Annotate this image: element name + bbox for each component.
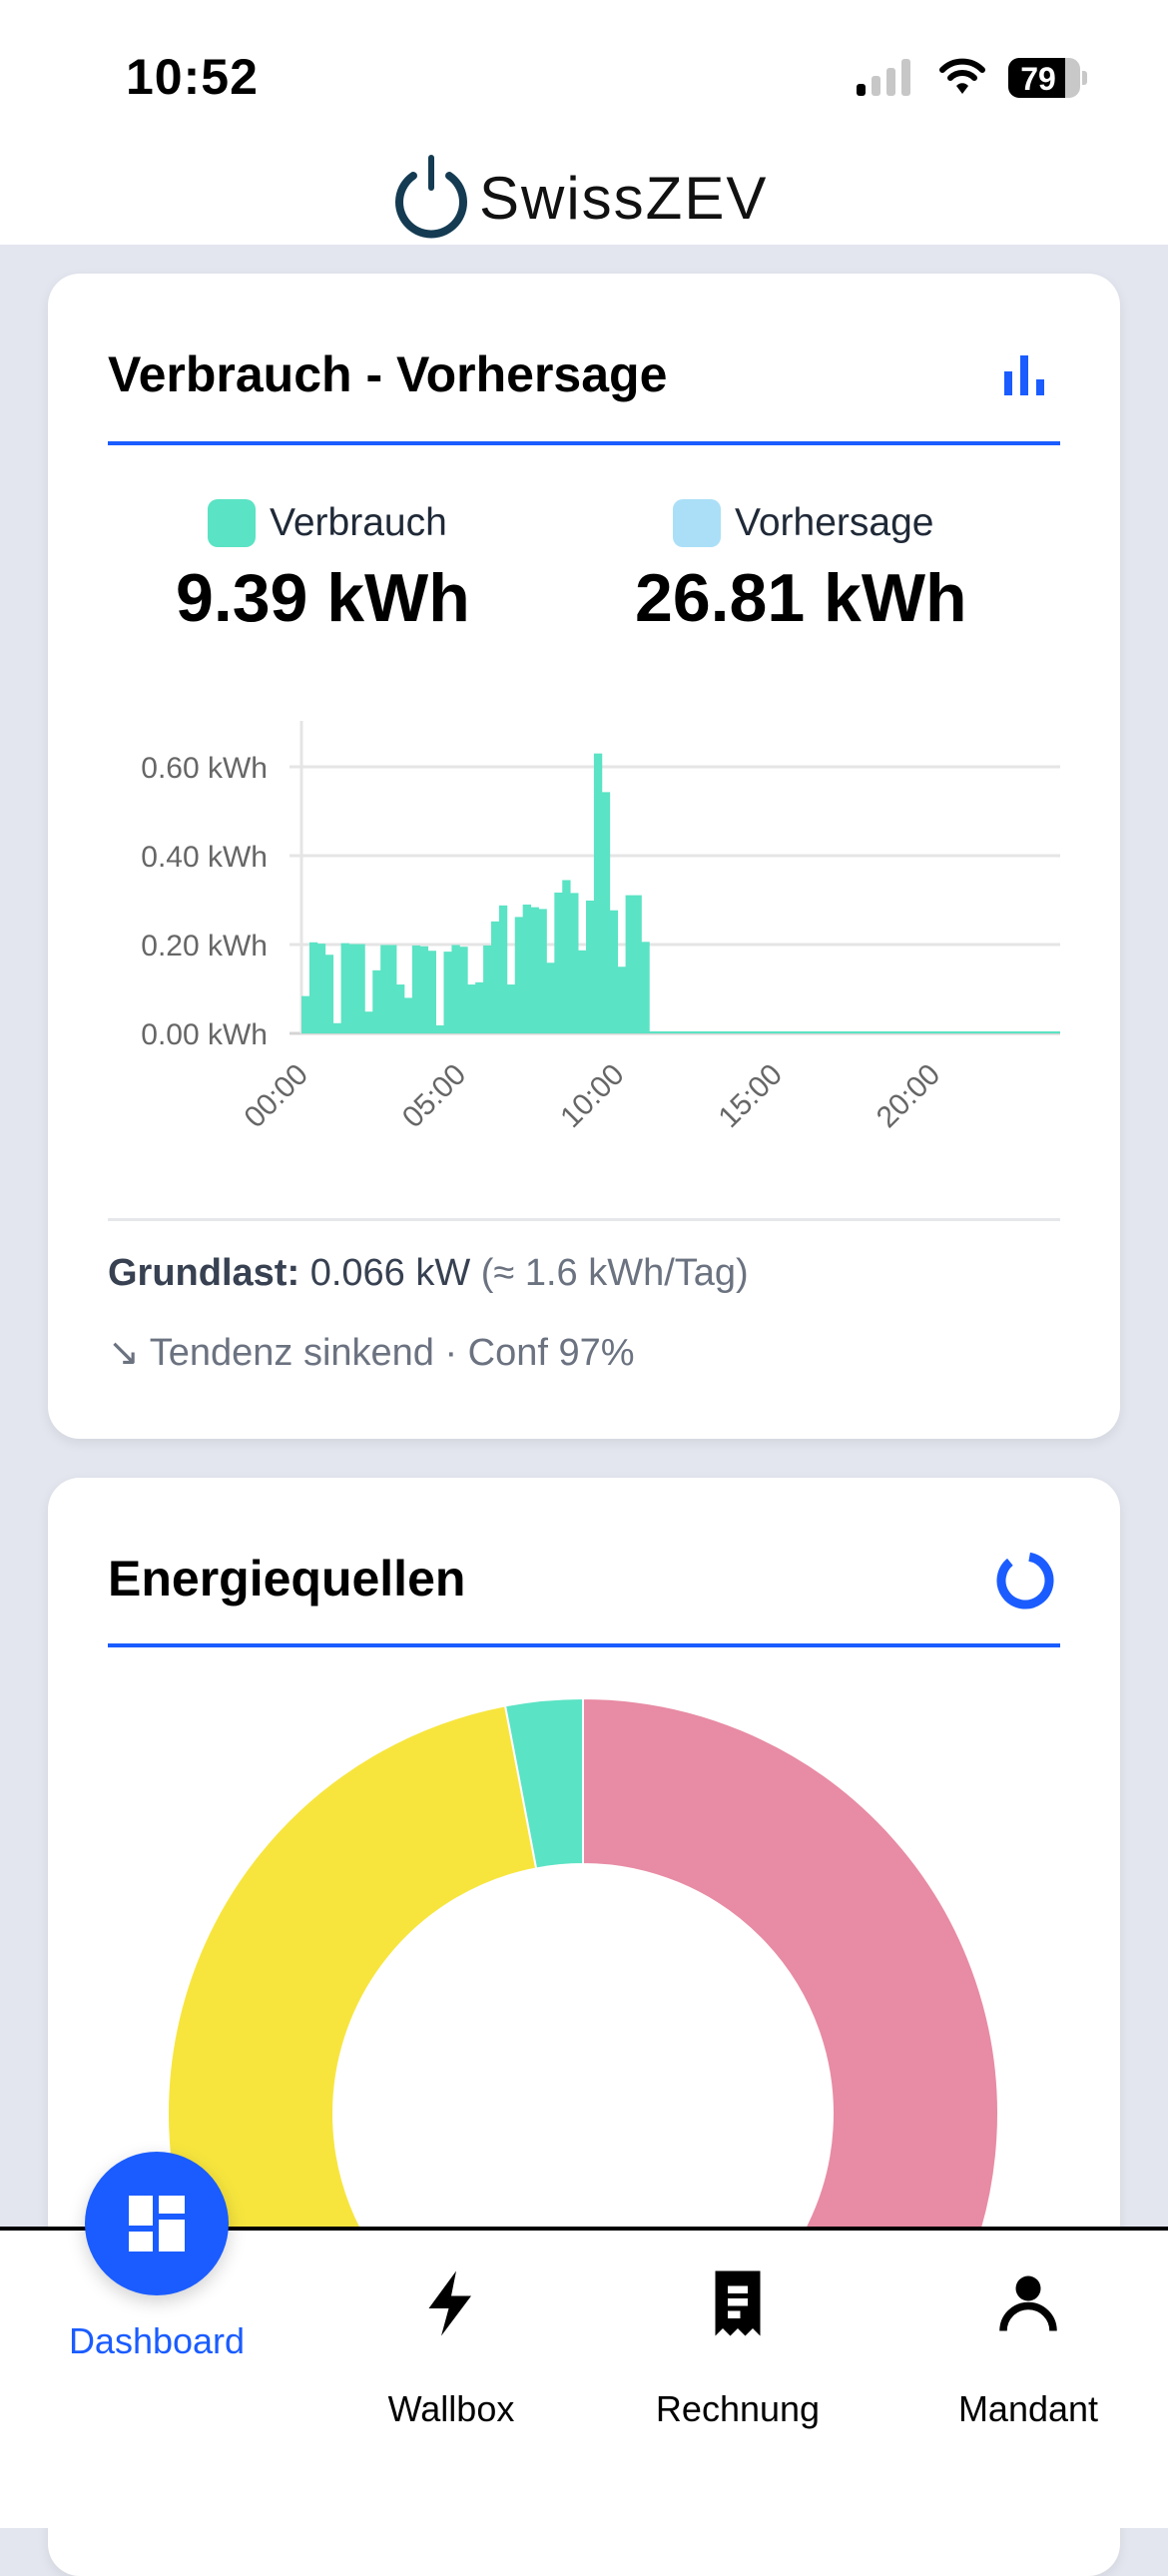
bar: [396, 984, 405, 1033]
wifi-icon: [939, 58, 985, 94]
legend-label: Verbrauch: [270, 501, 447, 544]
battery-level: 79: [1020, 61, 1056, 97]
bar: [483, 945, 492, 1033]
bar: [411, 945, 421, 1033]
bar: [372, 969, 381, 1033]
x-tick-label: 10:00: [554, 1058, 630, 1134]
bar: [459, 947, 468, 1033]
title-underline: [108, 1643, 1060, 1647]
legend-label: Vorhersage: [735, 501, 934, 544]
y-tick-label: 0.60 kWh: [141, 752, 268, 785]
legend-verbrauch[interactable]: Verbrauch: [208, 499, 447, 547]
verbrauch-swatch: [208, 499, 256, 547]
bar: [388, 945, 397, 1033]
bar: [586, 900, 595, 1033]
bar: [522, 904, 531, 1033]
card-title: Verbrauch - Vorhersage: [108, 346, 668, 402]
donut-slice: [503, 1696, 584, 1870]
bar: [633, 895, 642, 1033]
battery-indicator: 79: [1008, 58, 1088, 98]
trend-text: ↘ Tendenz sinkend · Conf 97%: [108, 1332, 635, 1374]
bar: [332, 1022, 341, 1033]
donut-slice: [582, 1696, 999, 2229]
nav-mandant[interactable]: Mandant: [908, 2270, 1148, 2430]
bar: [435, 1024, 444, 1033]
energy-sources-donut-chart: [167, 1696, 999, 2229]
bar: [427, 951, 436, 1033]
bar: [324, 955, 334, 1033]
power-logo-icon: [395, 155, 467, 239]
nav-label: Mandant: [957, 2388, 1099, 2429]
nav-dashboard-button[interactable]: [85, 2152, 229, 2295]
dashboard-icon: [129, 2196, 185, 2252]
donut-slice: [167, 1704, 538, 2229]
consumption-bar-chart: 0.00 kWh 0.20 kWh 0.40 kWh 0.60 kWh 00:00 05:…: [141, 721, 1060, 1134]
bar: [419, 946, 429, 1033]
legend-vorhersage[interactable]: Vorhersage: [673, 499, 933, 547]
bar: [308, 942, 318, 1033]
bar: [364, 1011, 373, 1033]
nav-label: Wallbox: [387, 2388, 515, 2429]
grundlast-daily: (≈ 1.6 kWh/Tag): [480, 1252, 749, 1294]
bar: [578, 950, 587, 1033]
bar: [451, 945, 460, 1033]
bar: [316, 944, 326, 1033]
divider: [108, 1218, 1060, 1221]
vorhersage-value: 26.81 kWh: [635, 560, 967, 636]
bar: [356, 944, 365, 1033]
bar: [554, 892, 563, 1033]
x-tick-label: 20:00: [871, 1058, 946, 1134]
nav-label: Rechnung: [655, 2388, 821, 2429]
x-tick-label: 00:00: [239, 1058, 314, 1134]
x-tick-label: 15:00: [713, 1058, 789, 1134]
bar: [641, 942, 650, 1033]
title-underline: [108, 441, 1060, 445]
bar: [562, 880, 571, 1033]
bar: [301, 995, 310, 1033]
grundlast-text: Grundlast: 0.066 kW (≈ 1.6 kWh/Tag): [108, 1252, 749, 1295]
vorhersage-swatch: [673, 499, 721, 547]
donut-chart-icon[interactable]: [994, 1550, 1056, 1611]
app-logo-text: SwissZEV: [479, 165, 769, 232]
cellular-signal-icon: [857, 59, 910, 96]
person-icon: [999, 2275, 1057, 2331]
grundlast-value: 0.066 kW: [309, 1252, 471, 1294]
card-title: Energiequellen: [108, 1551, 466, 1607]
bar: [530, 907, 539, 1033]
bar: [625, 895, 634, 1033]
bar: [467, 984, 476, 1033]
status-bar: 10:52 79 SwissZEV: [0, 0, 1168, 245]
bar: [340, 943, 349, 1033]
bar: [443, 952, 452, 1033]
bar: [593, 753, 603, 1033]
receipt-icon: [715, 2270, 761, 2336]
bar: [546, 963, 555, 1033]
bar: [506, 984, 516, 1033]
bar: [570, 893, 579, 1033]
bar: [617, 966, 626, 1033]
grundlast-label: Grundlast:: [108, 1252, 300, 1294]
bar: [601, 792, 611, 1033]
y-tick-label: 0.40 kWh: [141, 841, 268, 874]
bar-chart-icon[interactable]: [1002, 353, 1046, 397]
y-tick-label: 0.20 kWh: [141, 930, 268, 963]
y-tick-label: 0.00 kWh: [141, 1018, 268, 1051]
lightning-icon: [428, 2270, 471, 2336]
bar: [514, 917, 524, 1033]
nav-dashboard-label[interactable]: Dashboard: [68, 2320, 246, 2361]
bar: [491, 921, 500, 1033]
bar: [475, 981, 484, 1033]
bar: [498, 905, 508, 1033]
bar: [348, 944, 357, 1033]
status-time: 10:52: [126, 49, 259, 105]
bar: [538, 909, 547, 1033]
nav-rechnung[interactable]: Rechnung: [618, 2270, 858, 2430]
bar: [609, 910, 619, 1033]
nav-wallbox[interactable]: Wallbox: [331, 2270, 571, 2430]
verbrauch-value: 9.39 kWh: [176, 560, 470, 636]
x-tick-label: 05:00: [396, 1058, 472, 1134]
bar: [403, 997, 413, 1033]
bar: [380, 945, 389, 1033]
